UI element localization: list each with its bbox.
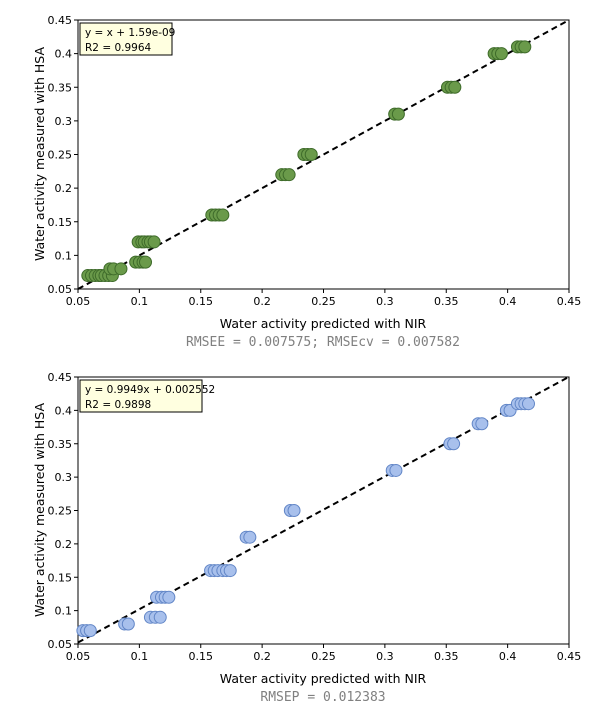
x-tick-label: 0.4: [499, 650, 517, 663]
data-point: [521, 397, 535, 411]
data-point: [139, 255, 153, 269]
fit-equation: y = x + 1.59e-09: [85, 27, 175, 39]
calibration-chart: 0.05 0.1 0.15 0.2 0.25 0.3 0.35 0.4 0.45 0.05 0.1…: [32, 14, 581, 350]
x-tick-label: 0.3: [376, 650, 394, 663]
y-tick-label: 0.3: [55, 115, 73, 128]
scatter-points: [76, 397, 535, 638]
data-point: [448, 80, 462, 94]
data-point: [282, 168, 296, 182]
x-tick-label: 0.35: [434, 295, 459, 308]
x-tick-label: 0.25: [311, 295, 336, 308]
x-tick-label: 0.15: [189, 295, 214, 308]
fit-equation: y = 0.9949x + 0.002552: [85, 384, 215, 396]
y-axis: 0.05 0.1 0.15 0.2 0.25 0.3 0.35 0.4 0.45: [48, 14, 78, 296]
y-tick-label: 0.35: [48, 81, 73, 94]
data-point: [447, 437, 461, 451]
data-point: [223, 564, 237, 578]
x-tick-label: 0.15: [189, 650, 214, 663]
data-point: [121, 617, 135, 631]
r2-label: R2 = 0.9964: [85, 42, 152, 54]
x-axis-label: Water activity predicted with NIR: [220, 671, 427, 686]
y-tick-label: 0.45: [48, 14, 73, 27]
y-axis-label: Water activity measured with HSA: [32, 403, 47, 617]
y-tick-label: 0.3: [55, 471, 73, 484]
scatter-points: [81, 40, 532, 283]
data-point: [147, 235, 161, 249]
x-tick-label: 0.45: [557, 650, 582, 663]
y-tick-label: 0.2: [55, 538, 73, 551]
fit-legend-box: [79, 22, 173, 56]
y-tick-label: 0.05: [48, 638, 73, 651]
data-point: [114, 262, 128, 276]
x-tick-label: 0.2: [253, 295, 271, 308]
x-tick-label: 0.35: [434, 650, 459, 663]
x-axis: 0.05 0.1 0.15 0.2 0.25 0.3 0.35 0.4 0.45: [66, 289, 582, 308]
data-point: [153, 610, 167, 624]
y-tick-label: 0.05: [48, 283, 73, 296]
data-point: [216, 208, 230, 222]
data-point: [287, 504, 301, 517]
y-tick-label: 0.25: [48, 505, 73, 518]
y-axis-label: Water activity measured with HSA: [32, 47, 47, 261]
y-tick-label: 0.4: [55, 404, 73, 417]
y-tick-label: 0.1: [55, 605, 73, 618]
y-tick-label: 0.2: [55, 182, 73, 195]
data-point: [304, 148, 318, 161]
data-point: [518, 40, 532, 54]
rmse-text: RMSEP = 0.012383: [260, 690, 385, 705]
x-tick-label: 0.25: [311, 650, 336, 663]
x-tick-label: 0.4: [499, 295, 517, 308]
rmse-text: RMSEE = 0.007575; RMSEcv = 0.007582: [186, 335, 460, 350]
data-point: [391, 107, 405, 121]
x-tick-label: 0.2: [253, 650, 271, 663]
x-tick-label: 0.3: [376, 295, 394, 308]
data-point: [475, 417, 489, 431]
y-tick-label: 0.4: [55, 48, 73, 61]
y-tick-label: 0.15: [48, 216, 73, 229]
x-tick-label: 0.1: [131, 650, 149, 663]
y-tick-label: 0.25: [48, 149, 73, 162]
x-axis-label: Water activity predicted with NIR: [220, 316, 427, 331]
data-point: [162, 590, 176, 604]
y-tick-label: 0.1: [55, 249, 73, 262]
data-point: [389, 463, 403, 477]
fit-legend-box: [79, 379, 203, 413]
y-tick-label: 0.35: [48, 438, 73, 451]
data-point: [83, 624, 97, 638]
x-tick-label: 0.05: [66, 650, 91, 663]
y-tick-label: 0.15: [48, 571, 73, 584]
y-axis: 0.05 0.1 0.15 0.2 0.25 0.3 0.35 0.4 0.45: [48, 371, 78, 651]
data-point: [494, 47, 508, 61]
data-point: [243, 530, 257, 544]
x-tick-label: 0.1: [131, 295, 149, 308]
prediction-chart: 0.05 0.1 0.15 0.2 0.25 0.3 0.35 0.4 0.45 0.05 0.1…: [32, 371, 581, 705]
x-tick-label: 0.45: [557, 295, 582, 308]
x-tick-label: 0.05: [66, 295, 91, 308]
x-axis: 0.05 0.1 0.15 0.2 0.25 0.3 0.35 0.4 0.45: [66, 644, 582, 663]
y-tick-label: 0.45: [48, 371, 73, 384]
r2-label: R2 = 0.9898: [85, 399, 151, 411]
